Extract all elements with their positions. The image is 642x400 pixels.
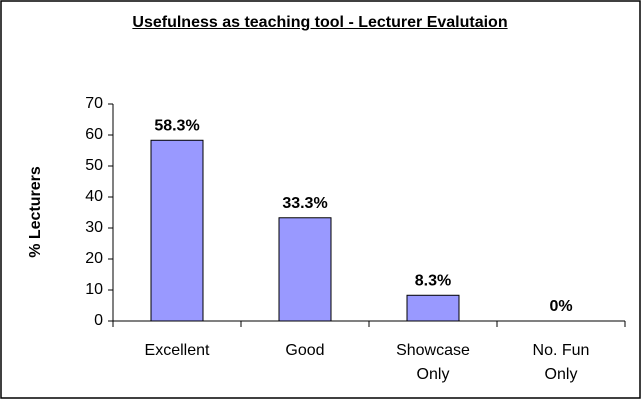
y-tick-label: 60 [85, 126, 103, 143]
value-label: 33.3% [282, 195, 327, 212]
x-tick-label: No. Fun Only [532, 342, 590, 383]
bar [150, 139, 204, 322]
value-label: 0% [549, 298, 572, 315]
x-tick-label: Excellent [144, 342, 210, 359]
y-tick-label: 40 [85, 188, 103, 205]
y-tick-label: 10 [85, 281, 103, 298]
y-tick-label: 0 [94, 312, 103, 329]
value-label: 58.3% [154, 117, 199, 134]
value-label: 8.3% [415, 272, 451, 289]
y-tick-label: 50 [85, 157, 103, 174]
y-tick-label: 20 [85, 250, 103, 267]
y-axis-label: % Lecturers [27, 166, 44, 258]
bar [406, 294, 460, 322]
x-tick-label: Good [285, 342, 325, 359]
x-tick-label: Showcase Only [396, 342, 470, 383]
chart-title: Usefulness as teaching tool - Lecturer E… [132, 14, 508, 31]
bar [278, 217, 332, 322]
y-tick-label: 70 [85, 95, 103, 112]
y-tick-label: 30 [85, 219, 103, 236]
